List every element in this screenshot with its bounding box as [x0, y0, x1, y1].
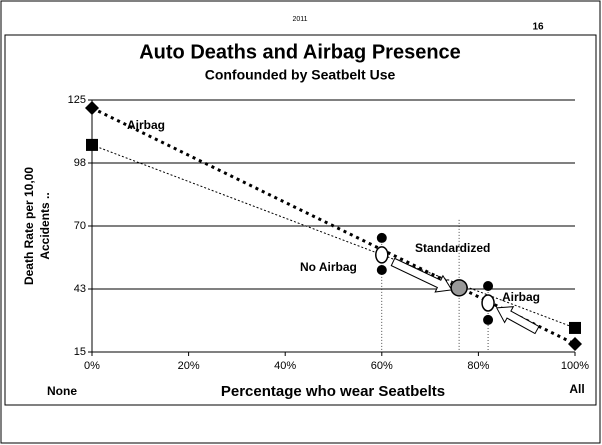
x-tick-label: 0% — [84, 360, 100, 372]
header-year: 2011 — [292, 16, 307, 23]
x-end-label: None — [47, 384, 77, 398]
point — [483, 281, 494, 292]
marker — [86, 138, 98, 151]
x-tick-label: 40% — [274, 360, 296, 372]
point — [481, 294, 495, 312]
annotation: Airbag — [502, 290, 540, 304]
x-tick-label: 100% — [561, 360, 589, 372]
point — [376, 264, 387, 275]
marker — [569, 321, 581, 334]
y-axis-label: Death Rate per 10,00 Accidents .. — [22, 167, 52, 285]
x-axis-label: Percentage who wear Seatbelts — [221, 383, 445, 400]
chart-title: Auto Deaths and Airbag Presence — [139, 41, 461, 63]
point — [375, 246, 389, 264]
x-tick-label: 80% — [467, 360, 489, 372]
series-line — [91, 106, 576, 346]
point — [450, 279, 468, 297]
page-number: 16 — [532, 22, 544, 33]
marker — [85, 101, 99, 116]
y-label-line: Accidents .. — [38, 192, 52, 259]
annotation: Airbag — [127, 118, 165, 132]
y-label-line: Death Rate per 10,00 — [22, 167, 36, 285]
x-end-label: All — [569, 382, 584, 396]
y-tick-label: 70 — [74, 220, 86, 232]
point — [483, 314, 494, 325]
plot: 15 43 70 98 125 0% 20% 40% 60% 80% 100% — [68, 94, 590, 372]
y-tick-label: 15 — [74, 346, 86, 358]
marker — [568, 336, 582, 351]
annotation: No Airbag — [300, 260, 357, 274]
chart-subtitle: Confounded by Seatbelt Use — [205, 67, 396, 83]
y-tick-label: 43 — [74, 283, 86, 295]
annotation: Standardized — [415, 241, 490, 255]
x-tick-label: 20% — [178, 360, 200, 372]
point — [376, 232, 387, 243]
x-tick-label: 60% — [371, 360, 393, 372]
arrow — [390, 257, 453, 293]
chart-frame — [4, 34, 597, 406]
y-tick-label: 98 — [74, 157, 86, 169]
arrow — [495, 306, 540, 335]
y-tick-label: 125 — [68, 94, 86, 106]
